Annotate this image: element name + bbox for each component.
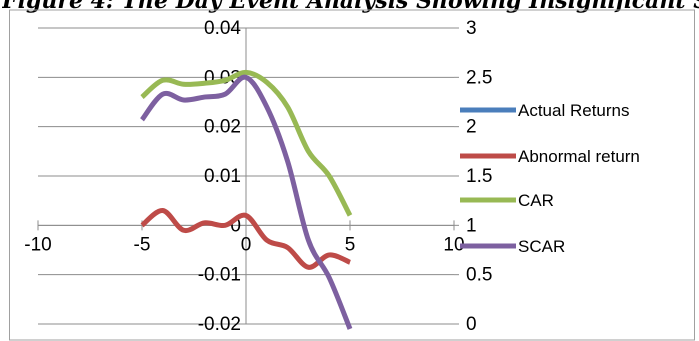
y-tick-label: 0.04 <box>204 18 241 39</box>
secondary-y-tick-label: 2 <box>466 117 477 138</box>
x-tick-label: 10 <box>443 234 464 255</box>
y-tick-label: -0.01 <box>198 265 241 286</box>
series-line-scar <box>139 74 353 330</box>
y-tick-label: 0 <box>230 215 241 236</box>
y-tick-label: 0.01 <box>204 166 241 187</box>
secondary-y-tick-label: 1 <box>466 215 477 236</box>
x-tick-label: 0 <box>241 234 252 255</box>
x-tick-label: -10 <box>24 234 51 255</box>
tick-labels: 0.040.030.020.010-0.01-0.0232.521.510.50… <box>24 18 492 335</box>
legend: Actual Returns Abnormal return CAR SCAR <box>460 101 640 256</box>
series-line-abnormal-return <box>140 208 351 270</box>
x-tick-label: -5 <box>134 234 151 255</box>
series-line-car <box>140 69 353 217</box>
y-tick-label: 0.02 <box>204 117 241 138</box>
series-lines <box>139 69 353 330</box>
secondary-y-tick-label: 1.5 <box>466 166 492 187</box>
secondary-y-tick-label: 2.5 <box>466 67 492 88</box>
secondary-y-tick-label: 0.5 <box>466 265 492 286</box>
secondary-y-tick-label: 3 <box>466 18 477 39</box>
chart-border <box>9 9 695 341</box>
legend-label-car: CAR <box>518 191 554 210</box>
legend-label-scar: SCAR <box>518 237 565 256</box>
secondary-y-tick-label: 0 <box>466 314 477 335</box>
x-tick-label: 5 <box>345 234 356 255</box>
legend-label-actual-returns: Actual Returns <box>518 101 630 120</box>
y-tick-label: -0.02 <box>198 314 241 335</box>
legend-label-abnormal-return: Abnormal return <box>518 147 640 166</box>
